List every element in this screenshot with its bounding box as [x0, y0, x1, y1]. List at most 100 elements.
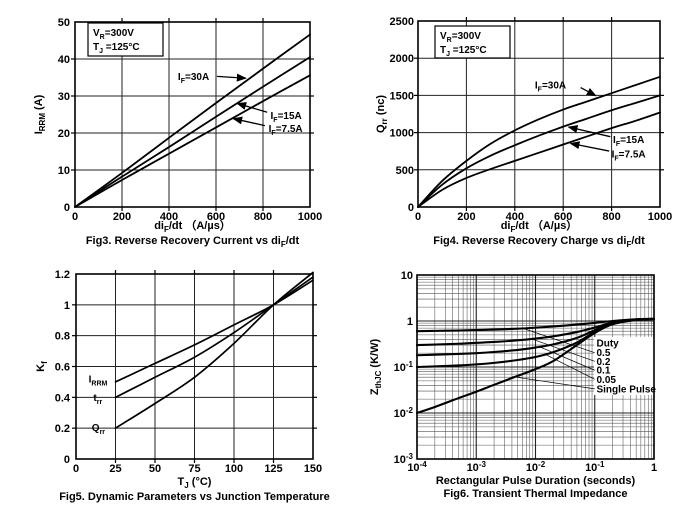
- fig4-frame-ticks: [414, 17, 664, 211]
- fig6-annotation-leader-1: [522, 327, 595, 353]
- fig3-annotation-arrow-2: [232, 116, 266, 127]
- fig5-ytick-0-2: 0.2: [55, 423, 70, 435]
- fig6-series-single-pulse: [415, 318, 656, 415]
- fig4-ytick-0: 0: [408, 202, 414, 214]
- fig4-annotation-arrow-1: [567, 125, 611, 138]
- fig3-condition-line-1: TJ =125°C: [93, 42, 140, 55]
- fig4-annotation-i-f-15a: IF=15A: [613, 135, 644, 148]
- fig6-annotation-leader-4: [545, 354, 595, 380]
- fig5-xtick-0: 0: [73, 463, 79, 475]
- fig5-xtick-125: 125: [264, 463, 282, 475]
- fig5-ytick-0-8: 0.8: [55, 331, 70, 343]
- fig6-ytick-labels: 10-3 10-2 10-1 1 10: [394, 270, 414, 466]
- fig6-legend-bg: [594, 337, 658, 395]
- fig3-caption: Fig3. Reverse Recovery Current vs diF/dt: [86, 235, 300, 249]
- fig6-xtick-labels: 10-4 10-3 10-2 10-1 1: [407, 460, 657, 474]
- fig5-xtick-100: 100: [225, 463, 243, 475]
- fig5-ytick-0-4: 0.4: [55, 392, 71, 404]
- fig4-series-i-f-15a: [417, 94, 661, 208]
- fig3-series-i-f-7-5a: [74, 74, 311, 208]
- fig4-annotation-arrow-0: [580, 87, 597, 97]
- fig4-ytick-2500: 2500: [390, 16, 414, 28]
- fig5-chart: IRRM trr Qrr 0 25 50 75 100 125 150 0 0.2 0.4 0.6 0.8 1…: [35, 269, 330, 503]
- fig5-xlabel: TJ (°C): [178, 476, 212, 490]
- fig3-condition-line-0: VR=300V: [93, 28, 134, 41]
- fig4-xtick-600: 600: [554, 211, 572, 223]
- fig3-xtick-800: 800: [254, 211, 272, 223]
- fig6-ytick-10-2: 10-2: [394, 406, 414, 420]
- fig4-ytick-500: 500: [396, 165, 414, 177]
- fig6-annotation-0-2: 0.2: [596, 357, 610, 368]
- fig3-annotation-arrow-1: [236, 102, 268, 113]
- fig5-ytick-0-6: 0.6: [55, 362, 70, 374]
- fig6-ytick-1: 1: [407, 316, 413, 328]
- fig5-ytick-0: 0: [64, 454, 70, 466]
- fig4-ylabel: Qrr (nc): [375, 95, 389, 133]
- fig4-frame: [417, 20, 661, 208]
- fig5-annotation-q-rr: Qrr: [92, 423, 106, 436]
- fig5-ytick-1: 1: [64, 300, 70, 312]
- fig3-condition-box: [87, 22, 164, 57]
- fig6-annotation-single-pulse: Single Pulse: [596, 384, 656, 395]
- fig3-ytick-0: 0: [64, 202, 70, 214]
- fig4-panel: VR=300V TJ =125°C IF=30A IF=15A IF=7.5A 0 200 4…: [350, 0, 700, 262]
- fig4-annotation-arrow-2: [569, 141, 610, 152]
- fig3-ytick-30: 30: [58, 91, 70, 103]
- fig5-xtick-150: 150: [304, 463, 322, 475]
- fig6-annotation-leader-5: [511, 376, 595, 390]
- fig5-xtick-labels: 0 25 50 75 100 125 150: [73, 463, 322, 475]
- fig3-xtick-1000: 1000: [298, 211, 322, 223]
- fig6-frame: [416, 274, 655, 460]
- fig3-ytick-labels: 0 10 20 30 40 50: [58, 17, 70, 214]
- fig4-xtick-labels: 0 200 400 600 800 1000: [415, 211, 672, 223]
- fig5-xtick-50: 50: [149, 463, 161, 475]
- fig6-ytick-10-3: 10-3: [394, 452, 414, 466]
- fig4-series-i-f-7-5a: [417, 111, 661, 208]
- fig4-ytick-1000: 1000: [390, 128, 414, 140]
- fig5-series-t-rr: [114, 276, 314, 399]
- fig6-ytick-10-1: 10-1: [394, 360, 414, 374]
- fig4-xtick-0: 0: [415, 211, 421, 223]
- fig5-frame-ticks: [72, 270, 317, 463]
- fig4-condition-line-0: VR=300V: [440, 31, 481, 44]
- fig5-ytick-labels: 0 0.2 0.4 0.6 0.8 1 1.2: [55, 269, 71, 466]
- fig6-xlabel: Rectangular Pulse Duration (seconds): [436, 475, 636, 487]
- fig6-xtick-10-2: 10-2: [526, 460, 546, 474]
- fig6-panel: Duty 0.5 0.2 0.1 0.05 Single Pulse 10-4 10-3 10-…: [350, 262, 700, 524]
- fig3-xtick-400: 400: [160, 211, 178, 223]
- fig4-ytick-2000: 2000: [390, 53, 414, 65]
- fig4-condition-box: [434, 25, 511, 59]
- fig4-condition-line-1: TJ =125°C: [440, 45, 487, 58]
- fig5-xtick-25: 25: [109, 463, 121, 475]
- fig3-xtick-200: 200: [113, 211, 131, 223]
- fig4-ytick-1500: 1500: [390, 90, 414, 102]
- fig3-xtick-0: 0: [72, 211, 78, 223]
- fig6-ylabel: ZthJC (K/W): [369, 339, 383, 396]
- fig6-xtick-10-3: 10-3: [467, 460, 487, 474]
- fig6-xtick-10-1: 10-1: [585, 460, 605, 474]
- fig4-caption: Fig4. Reverse Recovery Charge vs diF/dt: [433, 235, 645, 249]
- fig3-ytick-20: 20: [58, 128, 70, 140]
- fig5-xtick-75: 75: [188, 463, 200, 475]
- fig5-ytick-1-2: 1.2: [55, 269, 70, 281]
- fig5-annotation-t-rr: trr: [93, 393, 102, 406]
- fig5-panel: IRRM trr Qrr 0 25 50 75 100 125 150 0 0.2 0.4 0.6 0.8 1…: [0, 262, 350, 524]
- fig4-xtick-1000: 1000: [648, 211, 672, 223]
- fig6-ytick-10: 10: [401, 270, 413, 282]
- fig5-series-q-rr: [114, 271, 314, 430]
- fig4-xtick-200: 200: [457, 211, 475, 223]
- fig3-annotation-arrow-0: [216, 73, 247, 82]
- fig3-frame: [74, 21, 311, 208]
- fig3-ytick-40: 40: [58, 54, 70, 66]
- fig3-xtick-600: 600: [207, 211, 225, 223]
- fig4-xtick-800: 800: [602, 211, 620, 223]
- fig3-series-i-f-15a: [74, 56, 311, 208]
- fig6-xtick-1: 1: [651, 462, 657, 474]
- fig6-annotation-duty: Duty: [596, 339, 619, 350]
- fig6-annotation-0-1: 0.1: [596, 366, 610, 377]
- fig6-annotation-0-05: 0.05: [596, 375, 616, 386]
- fig3-series-i-f-30a: [74, 33, 311, 208]
- fig4-xtick-400: 400: [506, 211, 524, 223]
